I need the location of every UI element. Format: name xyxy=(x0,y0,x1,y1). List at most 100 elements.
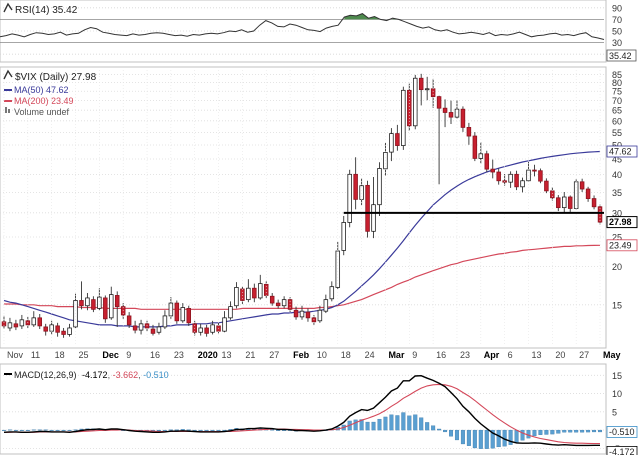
histogram-bar xyxy=(192,429,197,431)
ma200-value-label: 23.49 xyxy=(609,240,632,250)
candle-body xyxy=(186,308,192,324)
ma200-legend-label: MA(200) 23.49 xyxy=(14,96,74,106)
candle-body xyxy=(591,198,597,208)
candle xyxy=(371,176,376,239)
price-tick-label: 70 xyxy=(612,96,622,106)
candle-body xyxy=(246,287,251,301)
candle xyxy=(532,164,537,177)
price-tick-label: 20 xyxy=(612,262,622,272)
candle xyxy=(412,74,418,130)
candle xyxy=(347,169,352,228)
candle xyxy=(490,159,495,179)
candle xyxy=(562,191,567,213)
candle-body xyxy=(466,127,472,137)
candle xyxy=(156,322,162,335)
candle-body xyxy=(436,96,442,109)
candle xyxy=(538,168,543,184)
candle xyxy=(401,86,406,150)
candle-body xyxy=(138,323,144,331)
histogram-bar xyxy=(49,429,54,431)
candle xyxy=(132,320,138,334)
candle-body xyxy=(371,204,376,232)
candle xyxy=(222,311,227,333)
x-tick-label: 20 xyxy=(555,350,565,360)
candle-body xyxy=(365,184,370,232)
x-tick-label: 18 xyxy=(55,350,65,360)
candle-body xyxy=(13,323,19,328)
histogram-bar xyxy=(383,416,388,431)
histogram-legend-value: -0.510 xyxy=(143,370,169,380)
candle-body xyxy=(222,317,227,332)
x-tick-label: 16 xyxy=(150,350,160,360)
histogram-bar xyxy=(401,412,406,431)
candle-body xyxy=(275,302,281,307)
candle-body xyxy=(103,297,108,320)
candle xyxy=(43,323,48,336)
histogram-bar xyxy=(443,429,448,433)
histogram-bar xyxy=(180,429,185,431)
candle xyxy=(341,215,346,256)
candle-body xyxy=(562,196,567,209)
candle-body xyxy=(579,181,585,190)
macd-legend-value: -4.172 xyxy=(82,370,108,380)
histogram-bar xyxy=(377,418,382,431)
x-tick-label: 27 xyxy=(269,350,279,360)
histogram-bar xyxy=(359,419,364,431)
candle xyxy=(180,303,186,323)
candle-body xyxy=(258,283,263,299)
candle-body xyxy=(347,173,352,223)
candle-body xyxy=(323,299,329,312)
histogram-bar xyxy=(586,429,591,433)
candle-body xyxy=(556,197,561,209)
candle-body xyxy=(407,89,412,127)
histogram-bar xyxy=(496,429,501,448)
macd-tick-label: 10 xyxy=(612,389,622,399)
candle-body xyxy=(269,295,275,304)
candle xyxy=(418,73,424,106)
candle-body xyxy=(67,327,72,335)
rsi-title: RSI(14) 35.42 xyxy=(15,5,78,16)
histogram-bar xyxy=(19,429,24,431)
price-tick-label: 75 xyxy=(612,87,622,97)
histogram-bar xyxy=(454,429,459,441)
x-tick-label: Feb xyxy=(293,350,310,360)
histogram-bar xyxy=(61,429,66,431)
candle xyxy=(97,288,102,311)
histogram-bar xyxy=(31,429,36,431)
histogram-bar xyxy=(162,429,167,431)
macd-value-label: -4.172 xyxy=(609,447,635,455)
histogram-bar xyxy=(395,415,400,431)
x-tick-label: 24 xyxy=(365,350,375,360)
candle xyxy=(246,279,251,303)
price-tick-label: 60 xyxy=(612,116,622,126)
rsi-series-line xyxy=(0,13,605,40)
candle-body xyxy=(317,309,323,322)
histogram-bar xyxy=(186,429,191,431)
candle-body xyxy=(198,327,203,333)
histogram-bar xyxy=(580,429,585,433)
histogram-bar xyxy=(216,429,221,431)
histogram-bar xyxy=(67,429,72,431)
x-tick-label: Nov xyxy=(7,350,24,360)
histogram-bar xyxy=(168,429,173,431)
candle-body xyxy=(567,196,573,209)
histogram-bar xyxy=(73,429,78,431)
candle xyxy=(520,177,525,193)
candle xyxy=(234,282,239,309)
rsi-value-flag: 35.42 xyxy=(606,49,637,62)
price-title-icon xyxy=(3,69,13,80)
histogram-bar xyxy=(449,429,454,437)
histogram-bar xyxy=(1,429,6,431)
histogram-bar xyxy=(270,429,275,431)
histogram-bar xyxy=(222,429,227,431)
candle-body xyxy=(508,173,513,183)
histogram-bar xyxy=(556,429,561,434)
macd-panel: 151050-5 MACD(12,26,9) -4.172, -3.662, -… xyxy=(0,363,638,458)
candle xyxy=(508,171,513,188)
candle xyxy=(573,179,579,210)
candle xyxy=(293,306,299,320)
histogram-bar xyxy=(204,429,209,431)
candle-body xyxy=(329,286,335,300)
